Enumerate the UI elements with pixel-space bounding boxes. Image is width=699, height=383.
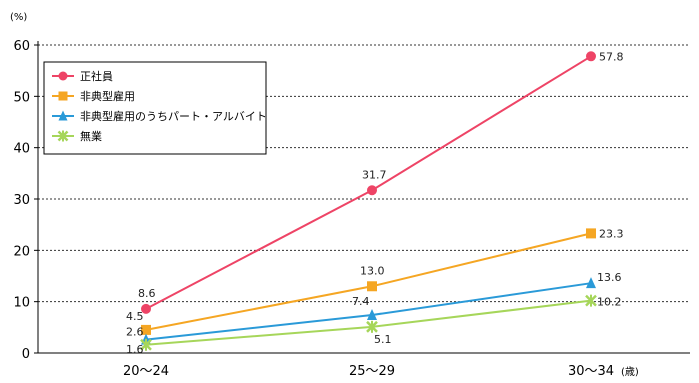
data-label: 13.6 — [597, 271, 622, 284]
data-label: 13.0 — [360, 264, 385, 277]
data-point — [140, 338, 152, 351]
data-point — [585, 294, 597, 307]
data-label: 5.1 — [374, 333, 392, 346]
y-unit-label: (%) — [10, 12, 27, 23]
data-point — [58, 91, 68, 101]
legend-item: 無業 — [52, 129, 102, 143]
data-point — [141, 324, 151, 335]
data-point — [141, 303, 151, 314]
x-tick-label: 30～34 — [568, 364, 614, 379]
data-label: 31.7 — [362, 168, 387, 181]
x-tick-label: 25～29 — [349, 364, 395, 379]
data-point — [586, 228, 596, 239]
data-label: 23.3 — [599, 227, 624, 240]
data-point — [58, 110, 68, 121]
y-tick-label: 20 — [13, 244, 30, 259]
y-tick-label: 0 — [22, 347, 30, 362]
data-label: 1.6 — [126, 343, 144, 356]
y-tick-label: 50 — [13, 90, 30, 105]
axes — [34, 41, 690, 354]
y-tick-label: 10 — [13, 296, 30, 311]
data-point — [58, 71, 68, 81]
legend-label: 正社員 — [80, 69, 113, 83]
data-label: 57.8 — [599, 50, 624, 63]
data-label: 2.6 — [126, 326, 144, 339]
x-unit-label: (歳) — [621, 366, 639, 378]
legend-label: 非典型雇用 — [80, 89, 135, 103]
x-tick-label: 20～24 — [123, 364, 169, 379]
y-tick-labels: 0 10 20 30 40 50 60 — [13, 39, 30, 362]
legend-item: 正社員 — [52, 69, 113, 83]
legend-label: 無業 — [80, 129, 102, 143]
data-point — [57, 130, 69, 142]
series-group — [140, 51, 597, 351]
data-label: 8.6 — [138, 287, 156, 300]
y-tick-label: 40 — [13, 142, 30, 157]
data-point — [586, 51, 596, 62]
data-point — [366, 320, 378, 333]
x-tick-labels: 20～24 25～29 30～34 (歳) — [123, 364, 639, 379]
data-label: 10.2 — [597, 296, 622, 309]
data-labels: 8.6 31.7 57.8 4.5 13.0 23.3 2.6 7.4 13.6 1.6 5.1 10… — [126, 50, 624, 355]
data-label: 7.4 — [352, 295, 370, 308]
data-point — [367, 281, 377, 292]
legend-box — [43, 61, 267, 155]
data-label: 4.5 — [126, 310, 144, 323]
legend-item: 非典型雇用のうちパート・アルバイト — [52, 109, 267, 123]
data-point — [367, 185, 377, 196]
data-point — [586, 277, 596, 289]
y-tick-label: 60 — [13, 39, 30, 54]
legend-label: 非典型雇用のうちパート・アルバイト — [80, 109, 267, 123]
y-tick-label: 30 — [13, 193, 30, 208]
data-point — [367, 309, 377, 321]
legend-item: 非典型雇用 — [52, 89, 135, 103]
